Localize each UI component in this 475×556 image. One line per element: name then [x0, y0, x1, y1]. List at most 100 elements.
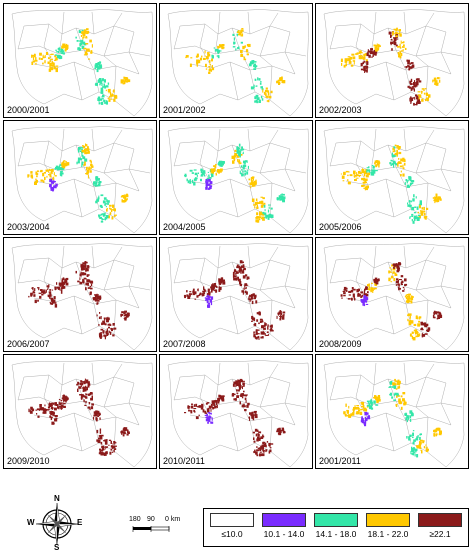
hotspot-pixel [420, 328, 423, 331]
hotspot-pixel [421, 211, 424, 215]
hotspot-pixel [258, 216, 261, 219]
hotspot-pixel [240, 165, 243, 168]
hotspot-pixel [239, 154, 241, 158]
hotspot-pixel [353, 170, 356, 175]
hotspot-pixel [251, 412, 253, 414]
hotspot-pixel [376, 160, 379, 163]
hotspot-pixel [393, 267, 396, 269]
region-boundary [284, 148, 296, 192]
hotspot-pixel [207, 304, 211, 308]
hotspot-pixel [193, 291, 197, 295]
hotspot-pixel [126, 198, 128, 200]
hotspot-pixel [94, 294, 97, 296]
hotspot-pixel [356, 289, 359, 293]
hotspot-pixel [399, 55, 402, 59]
hotspot-pixel [392, 382, 395, 386]
hotspot-pixel [392, 271, 395, 274]
hotspot-pixel [252, 415, 255, 418]
hotspot-pixel [96, 429, 99, 434]
hotspot-pixel [347, 58, 350, 61]
hotspot-pixel [259, 82, 262, 85]
hotspot-pixel [192, 288, 195, 292]
hotspot-pixel [241, 148, 245, 151]
hotspot-pixel [256, 212, 259, 216]
hotspot-pixel [210, 301, 213, 306]
hotspot-pixel [112, 443, 116, 445]
hotspot-pixel [346, 410, 349, 414]
hotspot-pixel [217, 51, 220, 53]
hotspot-pixel [259, 99, 261, 103]
hotspot-pixel [242, 170, 244, 173]
hotspot-pixel [122, 434, 125, 437]
hotspot-pixel [237, 149, 240, 153]
hotspot-pixel [262, 197, 265, 200]
hotspot-pixel [415, 439, 418, 441]
hotspot-pixel [375, 44, 379, 47]
hotspot-pixel [362, 302, 364, 306]
hotspot-pixel [213, 165, 215, 167]
hotspot-pixel [426, 207, 429, 210]
hotspot-pixel [396, 27, 398, 31]
hotspot-pixel [388, 271, 392, 273]
hotspot-pixel [77, 149, 80, 153]
hotspot-pixel [208, 66, 211, 68]
hotspot-pixel [58, 282, 62, 286]
hotspot-pixel [217, 55, 220, 59]
hotspot-pixel [412, 337, 416, 341]
hotspot-pixel [371, 172, 375, 176]
hotspot-pixel [411, 215, 413, 217]
hotspot-pixel [396, 153, 398, 157]
hotspot-pixel [400, 52, 403, 56]
hotspot-pixel [52, 413, 55, 416]
hotspot-pixel [248, 297, 250, 301]
hotspot-pixel [409, 202, 411, 205]
hotspot-pixel [193, 408, 197, 410]
region-boundary [43, 91, 135, 117]
hotspot-pixel [204, 414, 207, 417]
hotspot-pixel [82, 262, 86, 265]
hotspot-pixel [416, 331, 419, 333]
hotspot-pixel [101, 101, 104, 105]
hotspot-pixel [62, 285, 65, 289]
hotspot-pixel [233, 275, 237, 277]
hotspot-pixel [56, 286, 59, 289]
hotspot-pixel [236, 392, 239, 394]
hotspot-pixel [85, 393, 88, 396]
hotspot-pixel [265, 217, 268, 219]
hotspot-pixel [59, 289, 63, 291]
hotspot-pixel [377, 161, 380, 164]
hotspot-pixel [244, 161, 246, 165]
hotspot-pixel [96, 293, 98, 295]
hotspot-pixel [90, 168, 92, 169]
hotspot-pixel [347, 182, 350, 185]
hotspot-pixel [439, 196, 441, 200]
scale-bar-graphic [132, 526, 170, 532]
hotspot-pixel [279, 82, 281, 84]
hotspot-pixel [59, 51, 62, 53]
hotspot-pixel [81, 31, 83, 34]
hotspot-pixel [87, 169, 89, 173]
hotspot-pixel [240, 379, 243, 383]
hotspot-pixel [42, 62, 44, 65]
hotspot-pixel [90, 281, 94, 284]
hotspot-pixel [408, 293, 411, 296]
hotspot-pixel [280, 194, 282, 196]
hotspot-pixel [370, 50, 373, 54]
hotspot-pixel [350, 64, 354, 67]
hotspot-pixel [94, 298, 98, 302]
hotspot-pixel [400, 40, 402, 44]
hotspot-pixel [374, 54, 376, 56]
hotspot-pixel [97, 415, 99, 417]
hotspot-pixel [394, 272, 397, 275]
hotspot-pixel [359, 172, 362, 175]
hotspot-pixel [101, 322, 103, 326]
hotspot-pixel [240, 172, 243, 175]
hotspot-pixel [415, 449, 418, 451]
region-boundary [403, 362, 407, 386]
hotspot-pixel [398, 56, 400, 58]
hotspot-pixel [217, 52, 219, 55]
hotspot-pixel [233, 277, 236, 281]
hotspot-pixel [107, 316, 109, 320]
hotspot-pixel [84, 278, 87, 280]
hotspot-pixel [425, 98, 427, 102]
